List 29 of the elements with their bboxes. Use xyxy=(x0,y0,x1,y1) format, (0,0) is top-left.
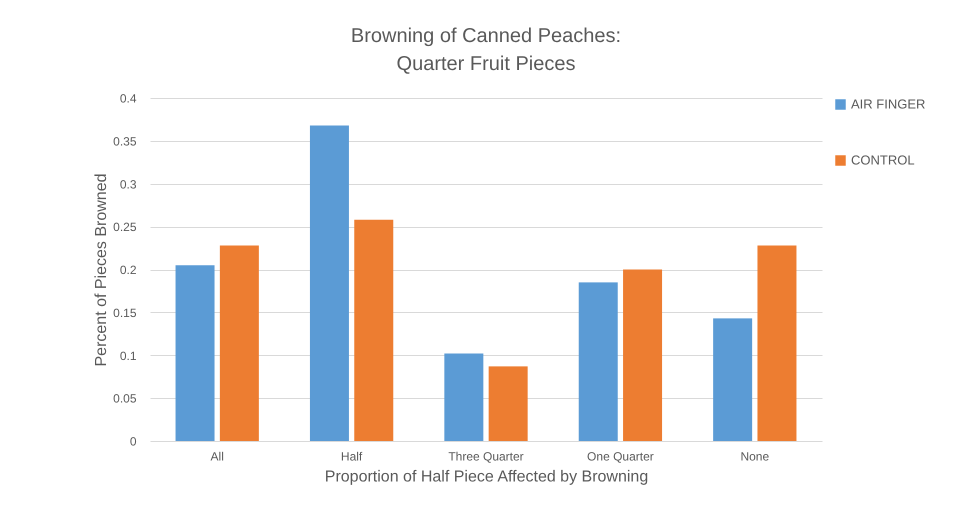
bar xyxy=(310,125,349,441)
x-tick-label: One Quarter xyxy=(587,450,654,464)
y-tick-label: 0.2 xyxy=(120,263,137,277)
y-axis-title: Percent of Pieces Browned xyxy=(93,174,110,366)
x-tick-label: Three Quarter xyxy=(448,450,524,464)
bar xyxy=(354,220,394,441)
bar xyxy=(444,354,484,441)
y-tick-label: 0.35 xyxy=(113,134,137,148)
bar xyxy=(176,265,215,441)
x-tick-label: All xyxy=(210,450,224,464)
y-tick-label: 0.15 xyxy=(113,306,137,320)
chart-title: Browning of Canned Peaches: Quarter Fruit Pieces xyxy=(350,25,622,75)
bar xyxy=(220,245,259,441)
y-tick-label: 0.3 xyxy=(120,177,137,192)
y-tick-label: 0.1 xyxy=(120,348,137,363)
x-tick-label: None xyxy=(740,450,770,464)
y-tick-label: 0.05 xyxy=(113,392,137,406)
y-tick-label: 0 xyxy=(130,434,137,448)
bar xyxy=(713,318,752,441)
bar xyxy=(757,245,796,441)
legend-label: AIR FINGER xyxy=(851,96,926,112)
legend-label: CONTROL xyxy=(851,152,915,168)
y-tick-label: 0.4 xyxy=(120,92,137,106)
x-axis-title: Proportion of Half Piece Affected by Browning xyxy=(324,468,648,486)
x-tick-label: Half xyxy=(340,450,363,464)
bar xyxy=(623,270,662,441)
bar xyxy=(578,282,618,441)
bar xyxy=(488,366,528,441)
y-tick-label: 0.25 xyxy=(113,220,137,234)
